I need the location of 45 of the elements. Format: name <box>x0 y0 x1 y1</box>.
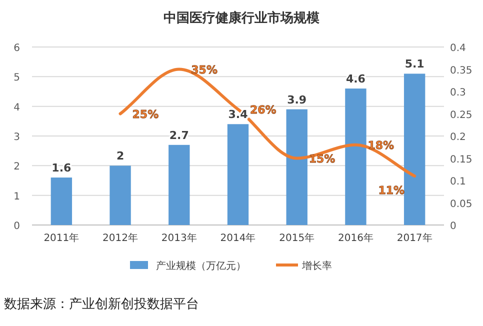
x-tick-label: 2012年 <box>102 232 138 244</box>
x-tick-label: 2014年 <box>220 232 256 244</box>
data-label: 3.9 <box>287 93 307 106</box>
data-label: 2.7 <box>169 128 189 142</box>
data-label: 25% <box>132 108 159 121</box>
y2-tick-label: 0.05 <box>450 198 472 210</box>
data-label: 2 <box>116 150 124 163</box>
y2-tick-label: 0.1 <box>450 176 466 188</box>
bar <box>50 178 72 225</box>
data-label: 18% <box>368 138 394 152</box>
bar <box>286 109 308 225</box>
data-label: 5.1 <box>404 58 424 71</box>
y2-tick-label: 0.25 <box>450 110 472 121</box>
y-tick-label: 5 <box>14 72 20 84</box>
y2-tick-label: 0.15 <box>450 154 472 166</box>
y2-tick-label: 0.4 <box>450 43 466 54</box>
y2-tick-label: 0.3 <box>450 88 466 98</box>
y-tick-label: 2 <box>14 162 20 173</box>
bar <box>168 144 190 225</box>
bar <box>404 74 426 225</box>
y2-tick-label: 0 <box>450 221 456 232</box>
x-tick-label: 2015年 <box>279 232 315 244</box>
y-tick-label: 4 <box>14 102 20 114</box>
chart-title: 中国医疗健康行业市场规模 <box>164 10 320 26</box>
y2-tick-label: 0.35 <box>450 65 472 76</box>
x-tick-label: 2016年 <box>338 232 374 244</box>
y-tick-label: 1 <box>14 191 20 202</box>
data-label: 26% <box>250 103 276 116</box>
y-tick-label: 6 <box>14 43 20 54</box>
y-tick-label: 3 <box>14 132 20 143</box>
bar <box>110 166 131 225</box>
data-label: 15% <box>308 152 336 166</box>
source-note: 数据来源：产业创新创投数据平台 <box>4 297 199 312</box>
bar <box>345 88 366 225</box>
legend-label: 产业规模（万亿元） <box>156 260 246 272</box>
x-tick-label: 2017年 <box>396 232 432 244</box>
y2-tick-label: 0.2 <box>450 132 466 143</box>
x-tick-label: 2013年 <box>161 232 197 244</box>
data-label: 1.6 <box>52 162 72 175</box>
legend-label: 增长率 <box>301 260 332 272</box>
bar <box>227 124 249 225</box>
data-label: 35% <box>191 63 218 76</box>
data-label: 4.6 <box>346 72 366 86</box>
x-tick-label: 2011年 <box>44 232 80 244</box>
y-tick-label: 0 <box>14 221 20 232</box>
